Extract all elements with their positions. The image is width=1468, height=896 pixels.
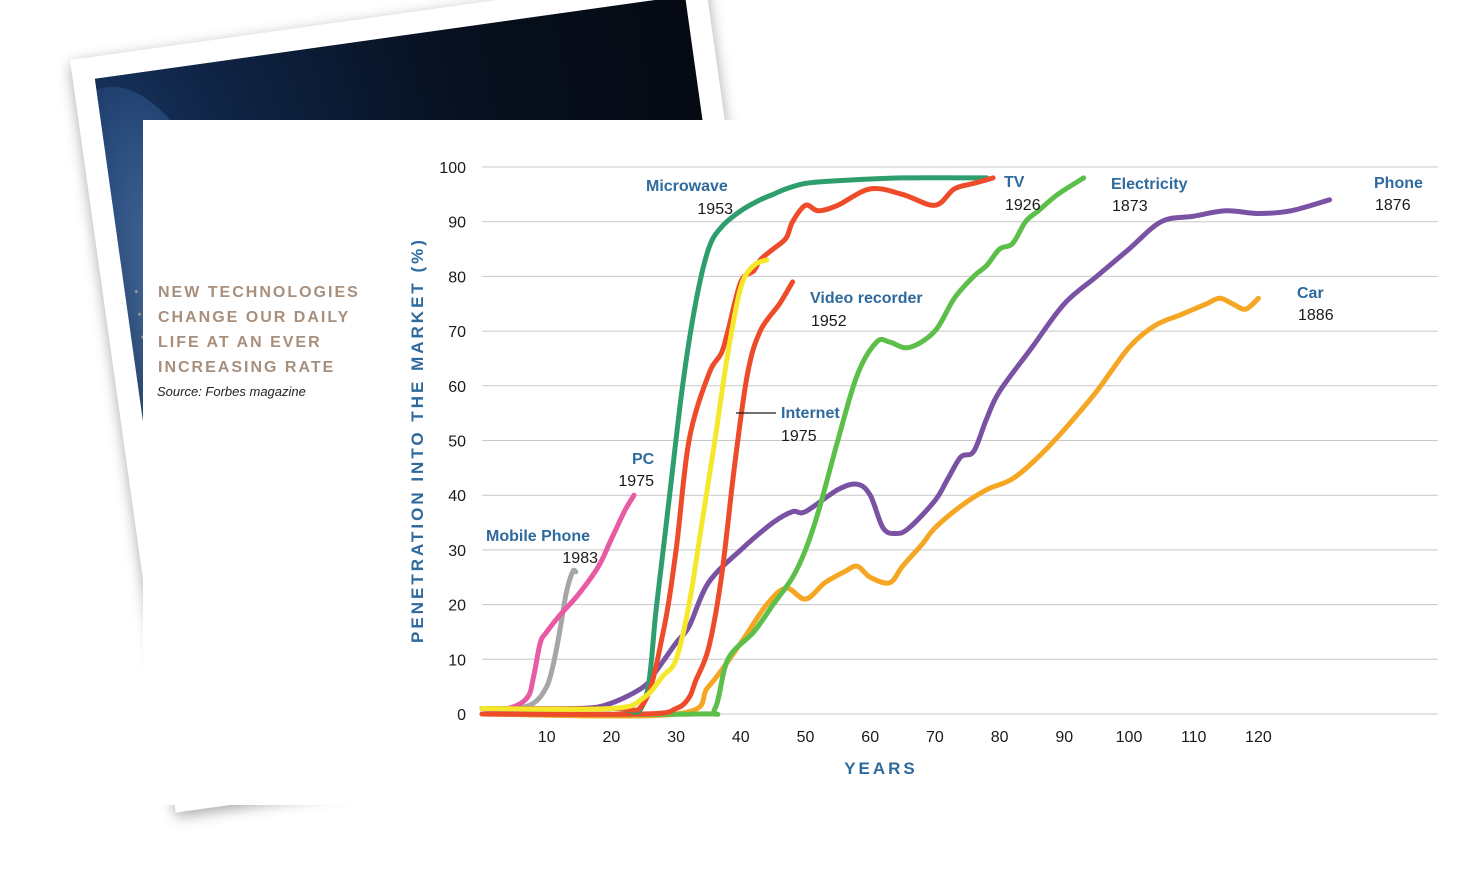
y-tick-label: 30 [448, 543, 466, 560]
x-tick-label: 40 [732, 729, 750, 746]
y-axis-title: PENETRATION INTO THE MARKET (%) [408, 237, 427, 643]
label-mobile-phone-year: 1983 [562, 550, 598, 567]
x-tick-label: 20 [603, 729, 621, 746]
headline-line: LIFE AT AN EVER [158, 334, 322, 351]
series-line-car [479, 295, 1261, 719]
source-note: Source: Forbes magazine [157, 384, 306, 399]
x-tick-label: 30 [667, 729, 685, 746]
x-tick-label: 90 [1055, 729, 1073, 746]
label-pc-name: PC [632, 451, 655, 468]
y-tick-label: 60 [448, 379, 466, 396]
headline: NEW TECHNOLOGIES CHANGE OUR DAILY LIFE A… [158, 280, 388, 380]
y-tick-label: 50 [448, 434, 466, 451]
label-microwave-name: Microwave [646, 178, 728, 195]
x-tick-label: 80 [991, 729, 1009, 746]
headline-line: NEW TECHNOLOGIES [158, 284, 360, 301]
x-axis-ticks: 10 20 30 40 50 60 70 80 90 100 110 120 [538, 729, 1272, 746]
label-video-recorder-name: Video recorder [810, 290, 923, 307]
label-internet-name: Internet [781, 405, 840, 422]
label-video-recorder-year: 1952 [811, 313, 847, 330]
series-line-pc [479, 492, 637, 712]
x-tick-label: 50 [797, 729, 815, 746]
x-tick-label: 60 [861, 729, 879, 746]
label-electricity-year: 1873 [1112, 198, 1148, 215]
sheet-edge-fade [630, 800, 780, 830]
series-line-microwave [479, 175, 990, 715]
label-pc-year: 1975 [618, 473, 654, 490]
x-tick-label: 120 [1245, 729, 1272, 746]
headline-line: CHANGE OUR DAILY [158, 309, 351, 326]
series-line-video-recorder [479, 279, 796, 717]
series-line-internet [479, 257, 770, 712]
label-internet-year: 1975 [781, 428, 817, 445]
x-axis-title: YEARS [844, 759, 918, 778]
series-labels: Mobile Phone 1983 PC 1975 Microwave 1953 TV 192… [486, 174, 1423, 567]
x-tick-label: 70 [926, 729, 944, 746]
label-mobile-phone-name: Mobile Phone [486, 528, 590, 545]
label-phone-name: Phone [1374, 175, 1423, 192]
grid-lines [482, 166, 1438, 715]
label-phone-year: 1876 [1375, 197, 1411, 214]
label-electricity-name: Electricity [1111, 176, 1188, 193]
y-tick-label: 80 [448, 269, 466, 286]
chart-sheet [143, 120, 1468, 805]
label-tv-name: TV [1004, 174, 1025, 191]
y-tick-label: 40 [448, 488, 466, 505]
y-tick-label: 70 [448, 324, 466, 341]
x-tick-label: 110 [1181, 729, 1207, 746]
y-tick-label: 100 [439, 160, 466, 177]
x-tick-label: 100 [1116, 729, 1143, 746]
label-tv-year: 1926 [1005, 197, 1041, 214]
series-line-electricity [479, 175, 1087, 717]
y-tick-label: 90 [448, 215, 466, 232]
y-axis-ticks: 0 10 20 30 40 50 60 70 80 90 100 [439, 160, 466, 724]
y-tick-label: 20 [448, 598, 466, 615]
headline-line: INCREASING RATE [158, 359, 336, 376]
x-tick-label: 10 [538, 729, 556, 746]
label-car-year: 1886 [1298, 307, 1334, 324]
y-tick-label: 0 [457, 707, 466, 724]
series-lines [479, 175, 1333, 719]
label-microwave-year: 1953 [697, 201, 733, 218]
label-car-name: Car [1297, 285, 1324, 302]
y-tick-label: 10 [448, 652, 466, 669]
